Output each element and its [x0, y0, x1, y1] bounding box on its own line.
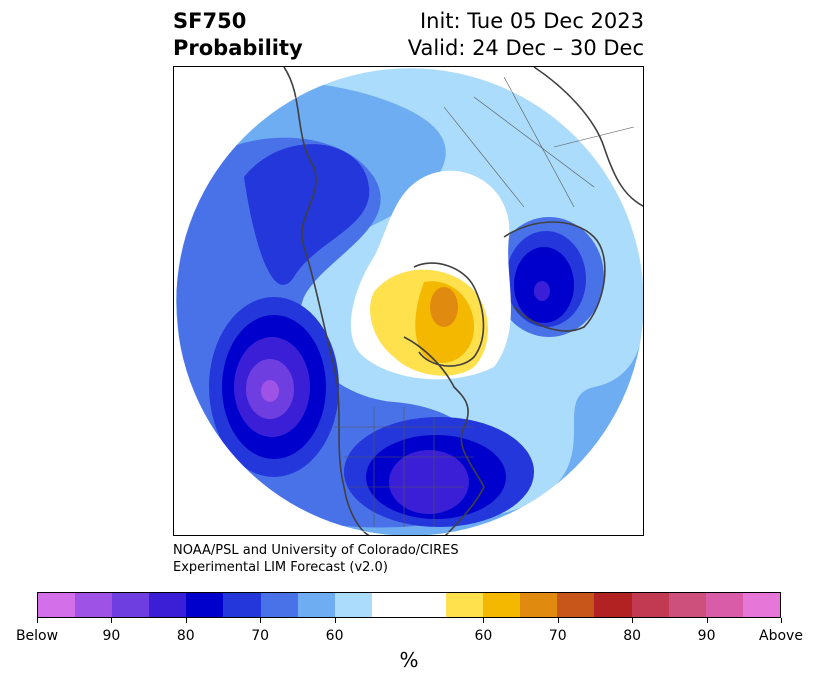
above-70-greenland: [430, 287, 458, 327]
colorbar-segment: [186, 593, 224, 617]
variable-title: SF750: [173, 9, 247, 33]
colorbar-tick-mark: [37, 618, 38, 623]
colorbar-tick-mark: [706, 618, 708, 623]
colorbar-tick-mark: [111, 618, 113, 623]
init-date: Init: Tue 05 Dec 2023: [419, 9, 644, 33]
colorbar-segment: [112, 593, 150, 617]
colorbar-unit: %: [399, 648, 419, 672]
map-canvas: [175, 67, 643, 535]
borders: [334, 76, 635, 527]
below-80-siberia: [534, 281, 550, 301]
greenland-coast: [413, 262, 485, 367]
colorbar-segment: [668, 593, 706, 617]
colorbar-segment: [446, 593, 484, 617]
colorbar-segment: [38, 593, 76, 617]
colorbar-tick-mark: [334, 618, 336, 623]
eurasia-borders: [443, 76, 635, 208]
colorbar: [37, 592, 781, 618]
colorbar-tick-mark: [557, 618, 559, 623]
forecast-map: [173, 66, 644, 536]
colorbar-tick-label: Below: [15, 628, 59, 644]
colorbar-tick-label: 80: [623, 628, 642, 644]
valid-range: Valid: 24 Dec – 30 Dec: [407, 36, 644, 60]
colorbar-segment: [631, 593, 669, 617]
colorbar-segment: [557, 593, 595, 617]
colorbar-segment: [705, 593, 743, 617]
colorbar-tick-mark: [185, 618, 187, 623]
colorbar-segment: [371, 593, 447, 617]
colorbar-tick-label: 60: [474, 628, 493, 644]
na-west-coast: [283, 67, 370, 535]
colorbar-tick-mark: [260, 618, 262, 623]
colorbar-segment: [223, 593, 261, 617]
date-block: Init: Tue 05 Dec 2023 Valid: 24 Dec – 30…: [408, 8, 644, 62]
credit-line-1: NOAA/PSL and University of Colorado/CIRE…: [173, 543, 459, 558]
colorbar-tick-label: 70: [548, 628, 567, 644]
credit-block: NOAA/PSL and University of Colorado/CIRE…: [173, 542, 459, 576]
colorbar-tick-label: 70: [251, 628, 270, 644]
asia-coast: [533, 67, 643, 207]
colorbar-tick-label: 60: [325, 628, 344, 644]
us-state-borders: [334, 407, 474, 527]
colorbar-segment: [334, 593, 372, 617]
colorbar-segment: [297, 593, 335, 617]
siberia-coast: [503, 221, 606, 332]
colorbar-segment: [594, 593, 632, 617]
colorbar-tick-mark: [632, 618, 634, 623]
colorbar-segment: [520, 593, 558, 617]
colorbar-tick-label: 90: [697, 628, 716, 644]
below-80-east-us: [389, 450, 469, 514]
colorbar-tick-mark: [781, 618, 782, 623]
colorbar-segment: [483, 593, 521, 617]
colorbar-tick-label: 80: [176, 628, 195, 644]
below-90-pacific: [261, 380, 279, 402]
map-edge: [175, 67, 643, 535]
colorbar-segment: [742, 593, 780, 617]
credit-line-2: Experimental LIM Forecast (v2.0): [173, 560, 388, 575]
colorbar-tick-mark: [483, 618, 485, 623]
colorbar-tick-label: 90: [102, 628, 121, 644]
colorbar-tick-label: Above: [759, 628, 803, 644]
colorbar-segment: [75, 593, 113, 617]
variable-subtitle: Probability: [173, 36, 303, 60]
colorbar-segment: [149, 593, 187, 617]
colorbar-segment: [260, 593, 298, 617]
title-block: SF750 Probability: [173, 8, 303, 62]
